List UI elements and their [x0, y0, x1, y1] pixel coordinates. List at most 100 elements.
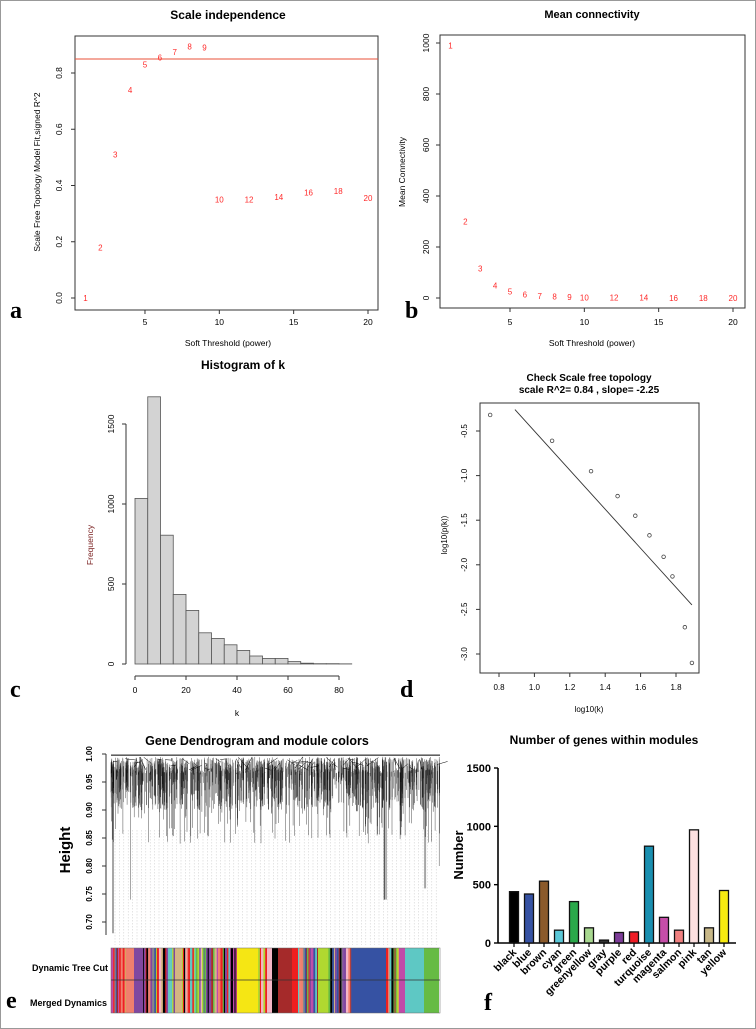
panel-label-f: f	[484, 990, 493, 1016]
panel-e-module-stripe	[300, 948, 304, 1013]
panel-e-module-block	[352, 948, 386, 1013]
panel-e-module-stripe	[333, 948, 336, 1013]
panel-e-module-stripe	[203, 948, 205, 1013]
panel-b-point: 6	[523, 291, 528, 300]
panel-e-module-stripe	[311, 948, 314, 1013]
panel-d-xtick-label: 1.6	[635, 683, 647, 692]
panel-e-dendrogram-merge	[143, 757, 152, 764]
panel-a-ytick-label: 0.8	[54, 67, 64, 79]
panel-c-xtick-label: 20	[181, 685, 191, 695]
panel-e-module-stripe	[172, 948, 174, 1013]
panel-e-module-stripe	[111, 948, 114, 1013]
panel-d-point	[647, 533, 652, 538]
panel-e-module-stripe	[212, 948, 215, 1013]
panel-f-title: Number of genes within modules	[510, 733, 699, 747]
panel-e-module-stripe	[398, 948, 400, 1013]
panel-label-a: a	[10, 298, 22, 324]
panel-e-module-stripe	[334, 948, 337, 1013]
panel-e-module-stripe	[336, 948, 339, 1013]
panel-a-point: 18	[334, 187, 343, 196]
panel-e-module-block	[292, 948, 298, 1013]
panel-e-dendrogram-merge	[134, 761, 140, 764]
panel-e-dendrogram-merge	[182, 758, 190, 765]
panel-e-ytick-label: 0.75	[85, 886, 94, 902]
panel-f-bar-brown	[538, 880, 550, 944]
panel-e-module-stripe	[261, 948, 264, 1013]
panel-e-module-stripe	[214, 948, 217, 1013]
panel-e-module-stripe	[236, 948, 238, 1013]
panel-f-ytick-label: 500	[473, 880, 491, 892]
panel-e-module-stripe	[216, 948, 219, 1013]
panel-f-ytick-label: 1000	[467, 821, 491, 833]
panel-e-module-stripe	[155, 948, 158, 1013]
panel-e-module-stripe	[342, 948, 344, 1013]
panel-d-xtick-label: 1.0	[529, 683, 541, 692]
panel-e-colorbar-border	[110, 947, 441, 1014]
panel-e-module-stripe	[122, 948, 125, 1013]
panel-d-point	[487, 412, 493, 418]
panel-e-module-stripe	[330, 948, 333, 1013]
panel-e-module-stripe	[307, 948, 309, 1013]
panel-e-dendrogram-merge	[297, 764, 309, 771]
panel-c-histogram-bar	[249, 655, 263, 665]
panel-f-bar-salmon	[673, 929, 685, 944]
panel-b-point: 5	[508, 288, 513, 297]
panel-e-dendrogram-merge	[265, 767, 271, 771]
panel-e-module-stripe	[118, 948, 120, 1013]
panel-e-ytick-label: 0.85	[85, 830, 94, 846]
panel-e-module-stripe	[258, 948, 261, 1013]
panel-c-histogram-bar	[160, 534, 174, 665]
panel-a-xtick-label: 20	[363, 317, 373, 327]
panel-e-module-block	[318, 948, 327, 1013]
panel-e-module-stripe	[205, 948, 208, 1013]
panel-e-dendrogram-merge	[170, 764, 177, 767]
panel-e-module-stripe	[154, 948, 157, 1013]
panel-e-module-stripe	[143, 948, 146, 1013]
panel-a-ytick-label: 0.4	[54, 179, 64, 191]
panel-d-xtick-label: 0.8	[493, 683, 505, 692]
panel-e-module-stripe	[351, 948, 353, 1013]
panel-e-dendrogram-merge	[401, 763, 409, 770]
panel-a-ytick-label: 0.0	[54, 292, 64, 304]
panel-f-bar-red	[628, 931, 640, 944]
panel-e-dendrogram-merge	[238, 756, 250, 770]
panel-e-module-stripe	[387, 948, 390, 1013]
panel-a-ylabel: Scale Free Topology Model Fit,signed R^2	[32, 92, 42, 252]
panel-e-module-stripe	[299, 948, 301, 1013]
panel-e-module-stripe	[386, 948, 389, 1013]
panel-c-xlabel: k	[235, 708, 240, 718]
panel-e-module-stripe	[113, 948, 115, 1013]
panel-d-point	[670, 574, 675, 579]
panel-b-xlabel: Soft Threshold (power)	[549, 338, 635, 348]
panel-e-module-block	[272, 948, 278, 1013]
panel-e-module-stripe	[393, 948, 395, 1013]
panel-e-module-stripe	[306, 948, 308, 1013]
panel-e-module-stripe	[328, 948, 331, 1013]
panel-e-dendrogram-merge	[204, 767, 207, 770]
panel-c-xtick-label: 40	[232, 685, 242, 695]
panel-e-dendrogram-merge	[311, 762, 315, 766]
panel-b-ytick-label: 200	[421, 240, 431, 254]
panel-e-module-stripe	[339, 948, 342, 1013]
panel-e-dendrogram-merge	[205, 762, 207, 767]
panel-d-ytick-label: -2.0	[460, 557, 469, 571]
panel-e-dendrogram-merge	[236, 764, 239, 770]
panel-a-xlabel: Soft Threshold (power)	[185, 338, 271, 348]
panel-b-ytick-label: 800	[421, 87, 431, 101]
panel-e-module-stripe	[220, 948, 223, 1013]
panel-c-histogram-bar	[211, 638, 225, 665]
panel-e-module-stripe	[143, 948, 145, 1013]
panel-e-module-stripe	[156, 948, 160, 1013]
panel-a-point: 7	[172, 48, 177, 57]
panel-f-bar-cyan	[553, 929, 565, 944]
panel-e-module-stripe	[207, 948, 209, 1013]
panel-b-point: 16	[669, 294, 678, 303]
panel-e-module-stripe	[350, 948, 352, 1013]
panel-label-b: b	[405, 298, 418, 324]
panel-a-plot-box	[74, 35, 379, 311]
panel-e-module-stripe	[218, 948, 221, 1013]
panel-e-dendrogram-merge	[419, 759, 423, 770]
panel-f-bar-green	[568, 900, 580, 944]
panel-e-dendrogram-merge	[139, 756, 146, 770]
panel-e-module-stripe	[145, 948, 147, 1013]
